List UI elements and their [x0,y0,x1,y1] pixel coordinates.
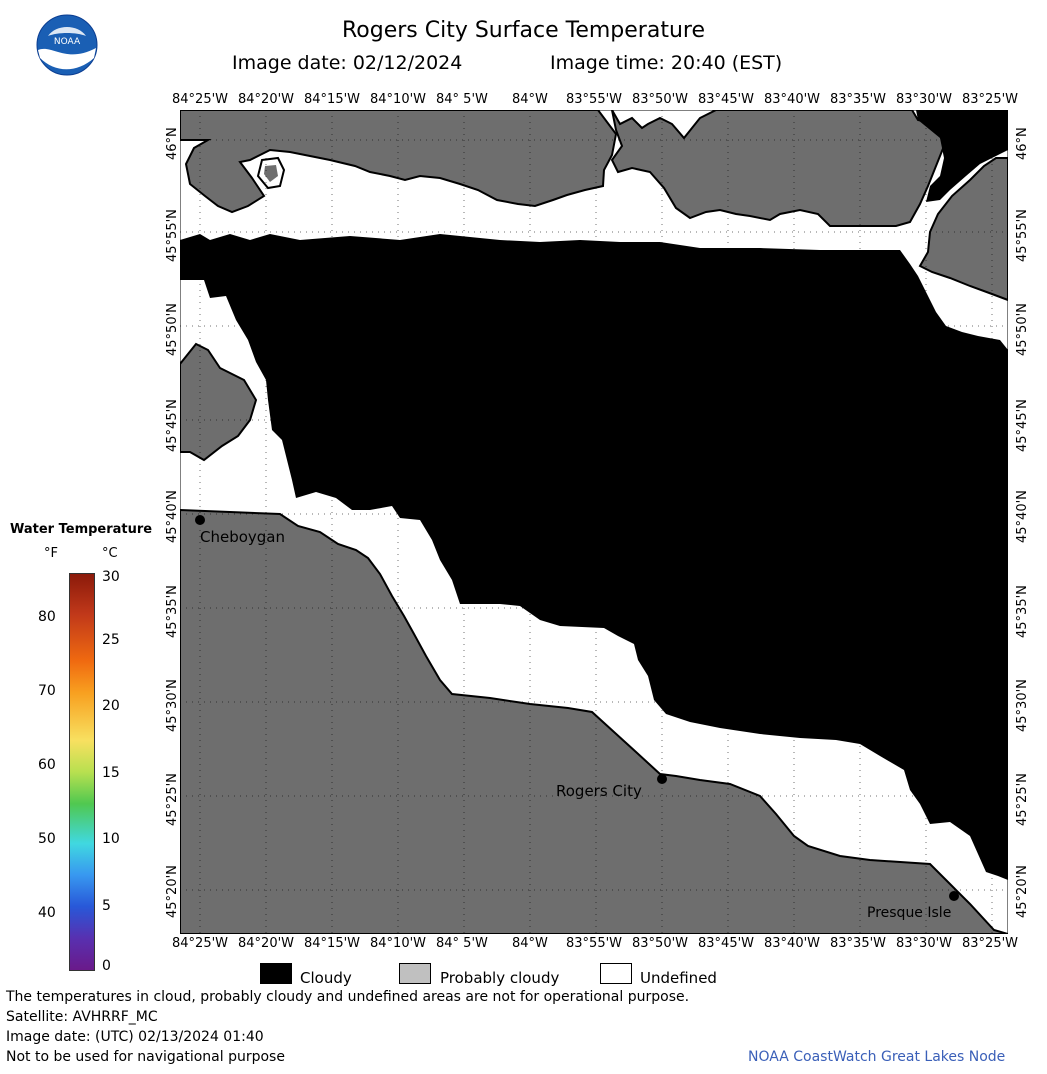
lon-label: 84°15'W [304,92,361,107]
cloud-northeast [916,110,1008,202]
lon-label: 84°20'W [238,936,295,951]
legend-label-undefined: Undefined [640,969,717,987]
lon-label: 83°25'W [962,936,1019,951]
land-north [179,109,618,214]
lon-label: 83°30'W [896,936,953,951]
lon-label: 83°30'W [896,92,953,107]
lon-label: 84°10'W [370,92,427,107]
lon-label: 84°10'W [370,936,427,951]
lon-label: 83°50'W [632,92,689,107]
lon-label: 84°15'W [304,936,361,951]
lon-label: 83°40'W [764,936,821,951]
lat-label: 45°50'N [1015,303,1030,356]
scale-unit-f: °F [44,546,58,561]
legend-swatch-probably-cloudy [399,963,431,984]
lon-label: 83°35'W [830,92,887,107]
lon-label: 83°25'W [962,92,1019,107]
lon-label: 84°25'W [172,92,229,107]
scale-c-tick: 20 [102,698,120,714]
legend-label-cloudy: Cloudy [300,969,352,987]
lat-label: 45°40'N [165,490,180,543]
scale-unit-c: °C [102,546,118,561]
lon-label: 84° 5'W [436,936,488,951]
lon-label: 83°40'W [764,92,821,107]
scale-f-tick: 80 [38,609,56,625]
lon-label: 84°W [512,936,548,951]
scale-c-tick: 30 [102,569,120,585]
land-east [918,157,1009,302]
scale-title: Water Temperature [10,522,153,537]
lon-label: 83°35'W [830,936,887,951]
lon-label: 83°50'W [632,936,689,951]
svg-text:NOAA: NOAA [54,37,81,47]
land-north-inner [264,165,278,182]
map-title: Rogers City Surface Temperature [341,18,706,43]
place-label-rogers-city: Rogers City [556,782,642,800]
footer-utc-date: Image date: (UTC) 02/13/2024 01:40 [6,1029,264,1045]
footer-credit[interactable]: NOAA CoastWatch Great Lakes Node [748,1049,1006,1065]
scale-c-tick: 25 [102,632,120,648]
lat-label: 45°55'N [165,209,180,262]
lat-label: 45°45'N [1015,399,1030,452]
lon-label: 83°55'W [566,936,623,951]
footer-satellite: Satellite: AVHRRF_MC [6,1009,158,1025]
land-west-island [179,342,258,462]
cheboygan-marker[interactable] [195,515,205,525]
lat-label: 45°20'N [1015,865,1030,918]
lat-label: 45°40'N [1015,490,1030,543]
scale-f-tick: 60 [38,757,56,773]
lat-label: 45°25'N [165,773,180,826]
map-svg [179,109,1009,935]
lat-label: 45°35'N [1015,585,1030,638]
scale-c-tick: 0 [102,958,111,974]
scale-f-tick: 70 [38,683,56,699]
lat-label: 46°N [1015,127,1030,160]
lat-label: 45°50'N [165,303,180,356]
footer-note: The temperatures in cloud, probably clou… [6,989,690,1005]
lon-label: 83°55'W [566,92,623,107]
scale-c-tick: 10 [102,831,120,847]
graticule [180,110,1008,934]
legend-swatch-undefined [600,963,632,984]
lat-label: 45°20'N [165,865,180,918]
lat-label: 45°35'N [165,585,180,638]
place-label-cheboygan: Cheboygan [200,528,286,546]
lon-label: 83°45'W [698,92,755,107]
legend-swatch-cloudy [260,963,292,984]
scale-f-tick: 40 [38,905,56,921]
scale-c-tick: 5 [102,898,111,914]
scale-c-tick: 15 [102,765,120,781]
cloud-main [180,234,1008,880]
lon-label: 84°25'W [172,936,229,951]
image-date: Image date: 02/12/2024 [232,52,463,74]
land-north-center [610,109,946,227]
lat-label: 45°30'N [165,679,180,732]
lon-label: 84° 5'W [436,92,488,107]
legend-label-probably-cloudy: Probably cloudy [440,969,560,987]
rogers-city-marker[interactable] [657,774,667,784]
lon-label: 83°45'W [698,936,755,951]
noaa-logo: NOAA [36,14,98,76]
lat-label: 46°N [165,127,180,160]
lon-label: 84°W [512,92,548,107]
image-time: Image time: 20:40 (EST) [550,52,783,74]
place-label-presque-isle: Presque Isle [867,905,952,921]
lat-label: 45°30'N [1015,679,1030,732]
lat-label: 45°25'N [1015,773,1030,826]
lat-label: 45°55'N [1015,209,1030,262]
footer-nav-warning: Not to be used for navigational purpose [6,1049,285,1065]
lat-label: 45°45'N [165,399,180,452]
land-south [179,508,1009,935]
scale-f-tick: 50 [38,831,56,847]
color-scale-bar [69,573,95,971]
presque-isle-marker[interactable] [949,891,959,901]
map-area[interactable] [179,109,1009,935]
lon-label: 84°20'W [238,92,295,107]
